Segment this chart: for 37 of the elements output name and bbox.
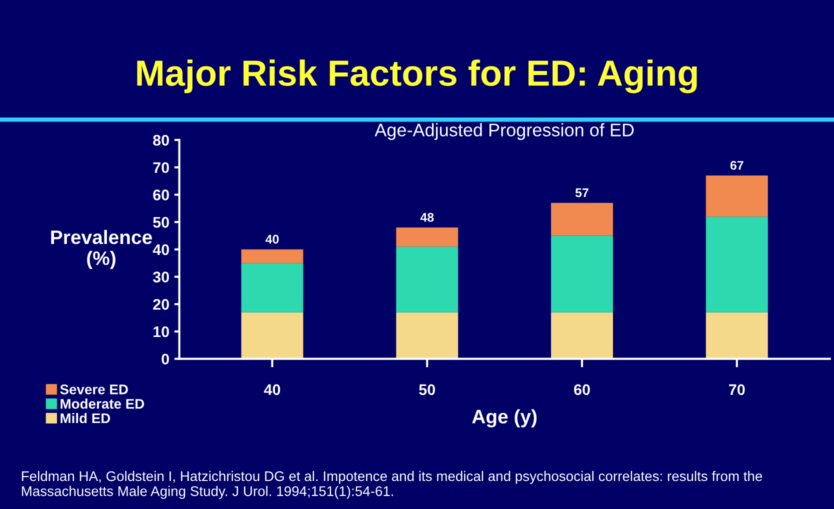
chart-subtitle: Age-Adjusted Progression of ED xyxy=(374,123,634,140)
bar xyxy=(396,228,458,247)
x-tick-label: 70 xyxy=(729,384,745,396)
total-label: 57 xyxy=(575,188,588,198)
legend-label: Mild ED xyxy=(60,412,110,424)
total-label: 48 xyxy=(420,212,434,222)
y-tick-label: 50 xyxy=(153,216,169,228)
text: Feldman HA, Goldstein I, Hatzichristou DG et al. Impotence and its medical and psychosocial correlates: results from the Massachusetts Male Aging Study. J Urol. 1994;151(1):54-61. xyxy=(22,470,762,499)
y-tick-label: 70 xyxy=(153,162,169,174)
bar xyxy=(551,202,613,236)
y-tick-label: 30 xyxy=(152,272,169,282)
bar xyxy=(396,246,458,312)
chart-title: Major Risk Factors for ED: Aging xyxy=(137,59,697,94)
y-tick-label: 10 xyxy=(154,326,169,338)
x-tick-label: 60 xyxy=(574,384,590,396)
y-axis-title: Prevalence (%) xyxy=(51,230,152,269)
total-label: 40 xyxy=(265,234,279,244)
y-tick-label: 20 xyxy=(153,298,169,310)
y-tick-label: 40 xyxy=(152,244,169,256)
x-tick-label: 40 xyxy=(264,384,280,396)
x-tick-label: 50 xyxy=(419,384,435,396)
x-axis-title: Age (y) xyxy=(472,409,537,428)
bar xyxy=(551,312,613,359)
y-tick-label: 80 xyxy=(153,134,169,146)
legend-label: Severe ED xyxy=(60,384,128,394)
bar xyxy=(241,312,304,359)
total-label: 67 xyxy=(730,160,744,170)
bar xyxy=(241,249,304,264)
legend-label: Moderate ED xyxy=(60,398,144,409)
bar xyxy=(706,312,768,359)
y-tick-label: 0 xyxy=(162,354,169,365)
y-tick-label: 60 xyxy=(153,190,169,200)
bar xyxy=(241,263,304,312)
bar xyxy=(396,312,458,359)
bar xyxy=(551,236,613,312)
bar xyxy=(706,176,768,217)
bar xyxy=(706,216,768,312)
